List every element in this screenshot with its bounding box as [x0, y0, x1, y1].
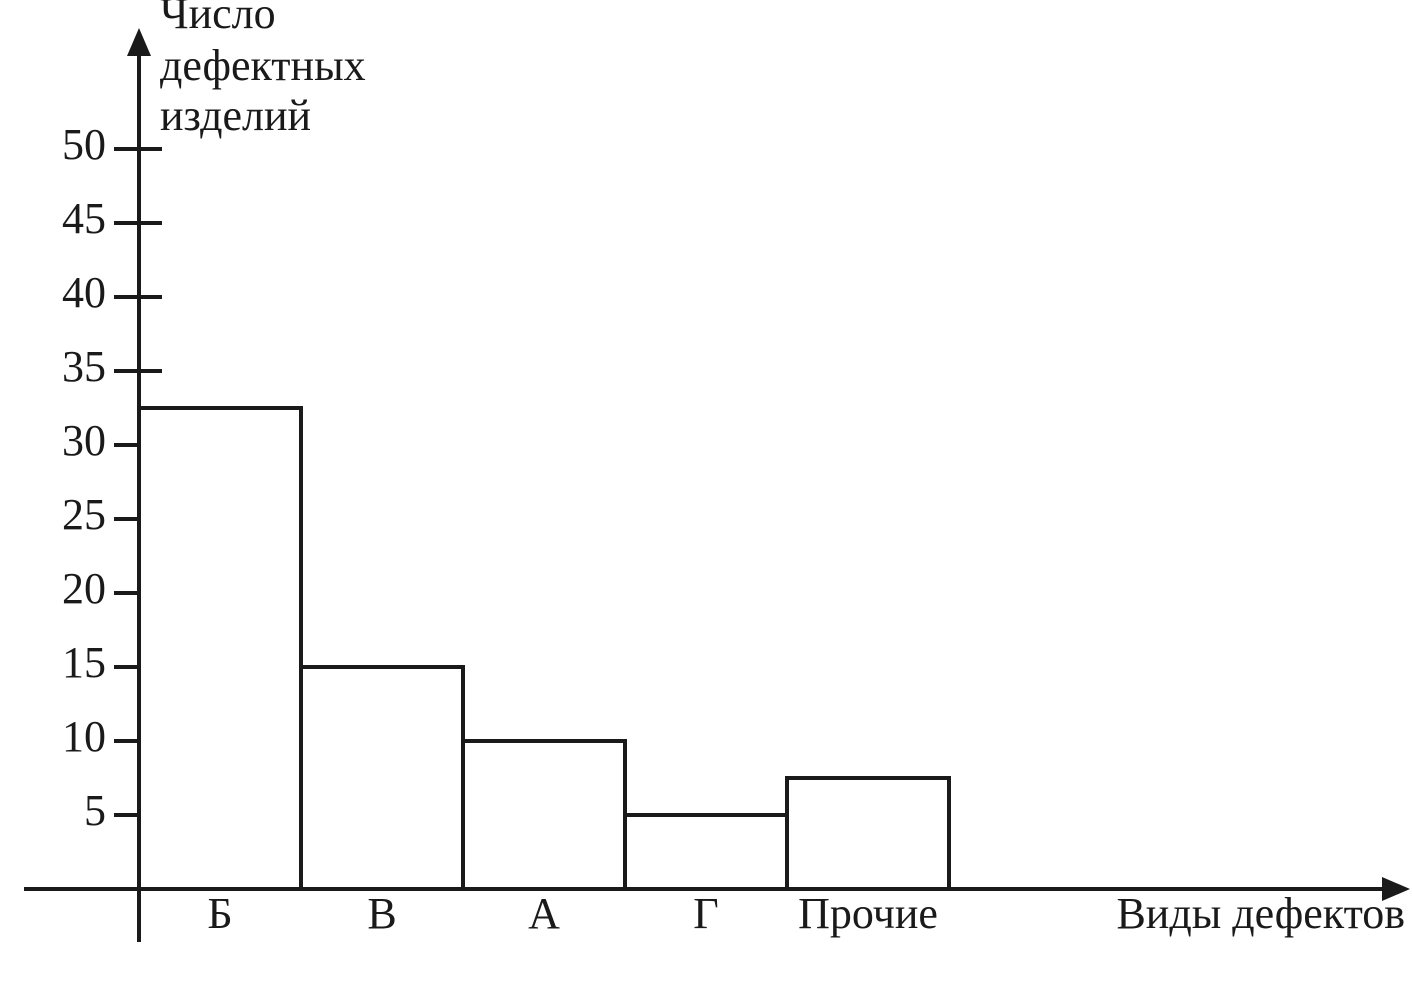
x-axis-label: Виды дефектов — [1116, 889, 1405, 938]
y-tick-label: 40 — [62, 268, 106, 317]
bar — [785, 776, 951, 891]
y-tick-label: 20 — [62, 564, 106, 613]
bar — [137, 406, 303, 891]
y-tick-label: 45 — [62, 194, 106, 243]
y-tick-label: 50 — [62, 120, 106, 169]
x-tick-label: Б — [207, 889, 232, 938]
x-tick-label: Прочие — [798, 889, 938, 938]
y-tick-label: 5 — [84, 786, 106, 835]
x-tick-label: Г — [693, 889, 718, 938]
y-tick-label: 30 — [62, 416, 106, 465]
x-tick-label: А — [528, 889, 560, 938]
bar — [623, 813, 789, 891]
y-axis-label: дефектных — [160, 41, 366, 90]
x-tick-label: В — [367, 889, 396, 938]
y-axis-label: Число — [160, 0, 276, 38]
y-tick-label: 10 — [62, 712, 106, 761]
y-tick-label: 15 — [62, 638, 106, 687]
bar — [299, 665, 465, 891]
y-axis-arrow — [127, 28, 151, 56]
y-tick-label: 25 — [62, 490, 106, 539]
y-axis-label: изделий — [160, 91, 311, 140]
y-tick-label: 35 — [62, 342, 106, 391]
x-axis-arrow — [1382, 877, 1410, 901]
bar — [461, 739, 627, 891]
